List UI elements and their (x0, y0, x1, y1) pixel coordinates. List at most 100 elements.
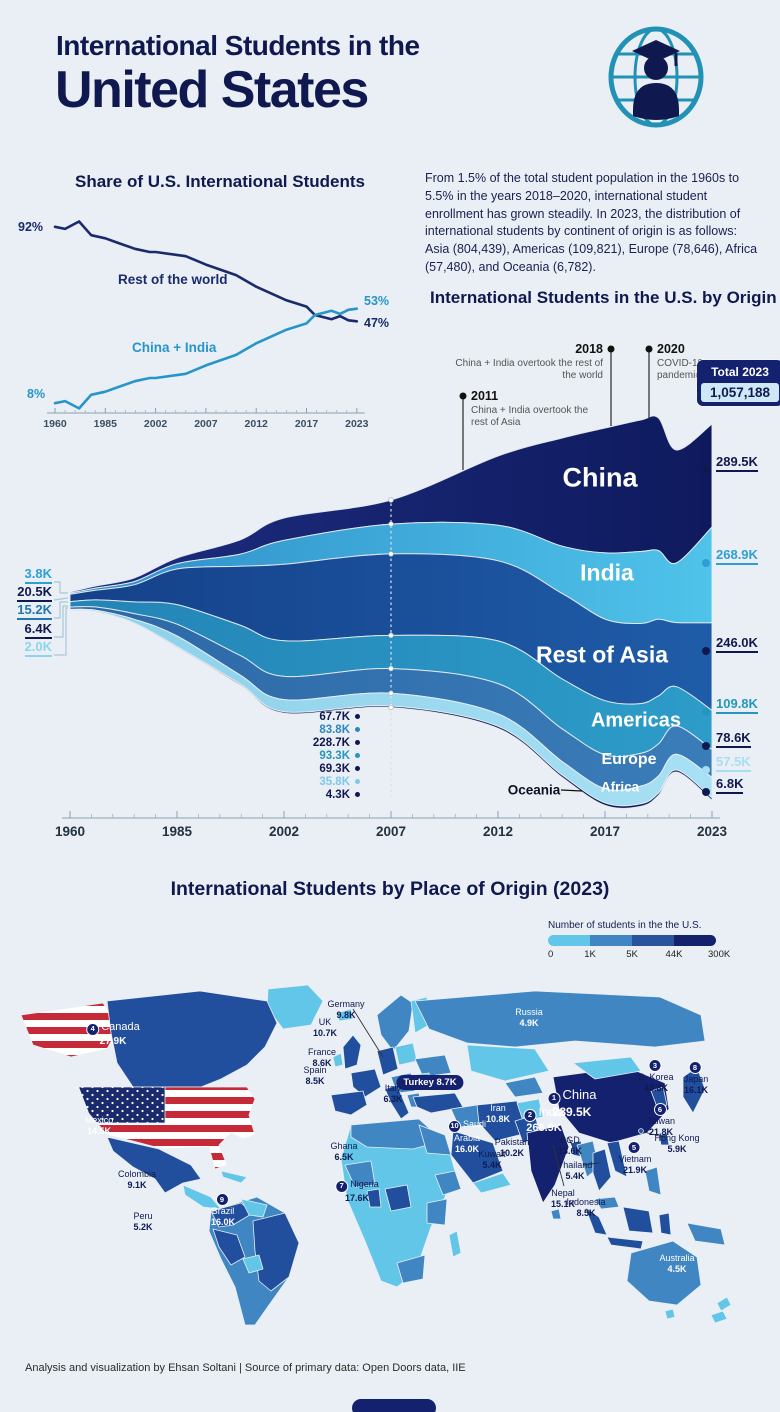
origin-1960-value: 20.5K (0, 584, 52, 602)
map-label-ghana: Ghana 6.5K (330, 1141, 358, 1162)
origin-2023-value: 246.0K (716, 635, 758, 653)
page-title-line1: International Students in the (56, 30, 420, 61)
axis-year-2017: 2017 (590, 824, 620, 839)
region-philippines (644, 1166, 662, 1196)
region-mongolia (572, 1056, 642, 1080)
annotation-2011: 2011 China + India overtook the rest of … (471, 389, 591, 430)
map-label-mexico: Mexico 14.5K (84, 1115, 114, 1136)
map-pointer-lines (352, 1008, 664, 1187)
map-label-brazil: 9 Brazil 16.0K (210, 1193, 236, 1227)
axis-year-2002: 2002 (144, 418, 168, 430)
region-ireland (332, 1052, 344, 1068)
legend-tick-0: 0 (548, 949, 554, 960)
total-badge-label: Total 2023 (711, 365, 769, 379)
rest-end-label: 47% (364, 316, 390, 330)
region-scandinavia (376, 994, 414, 1052)
brand-pill (352, 1399, 436, 1412)
rank-badge-3: 3 (648, 1059, 662, 1072)
world-map-svg (20, 985, 732, 1326)
region-new-zealand-north (716, 1296, 732, 1312)
region-nigeria (384, 1184, 412, 1212)
region-horn-of-africa (434, 1170, 462, 1196)
region-russia (414, 990, 706, 1048)
rank-badge-10: 10 (447, 1119, 461, 1133)
map-label-nigeria: 7 Nigeria 17.6K (335, 1179, 379, 1204)
region-west-africa (344, 1160, 376, 1188)
stream-label-china: China (562, 462, 638, 493)
footer-credit: Analysis and visualization by Ehsan Solt… (25, 1362, 466, 1374)
share-line-rest-of-the-world (53, 220, 359, 323)
region-turkey (412, 1092, 464, 1114)
share-chart-title: Share of U.S. International Students (75, 172, 365, 191)
region-malaysia (594, 1196, 620, 1210)
region-colombia (210, 1202, 254, 1228)
region-java (606, 1236, 644, 1250)
region-thailand (592, 1148, 612, 1192)
axis-year-2017: 2017 (295, 418, 319, 430)
page-title-line2: United States (55, 61, 369, 119)
rank-badge-1: 1 (547, 1091, 561, 1105)
axis-year-1960: 1960 (55, 824, 85, 839)
intro-text: From 1.5% of the total student populatio… (425, 171, 758, 274)
region-egypt (418, 1124, 452, 1156)
map-title: International Students by Place of Origi… (170, 878, 610, 900)
ci-end-label: 53% (364, 294, 390, 308)
rest-start-label: 92% (18, 220, 44, 234)
axis-year-2012: 2012 (245, 418, 269, 430)
map-label-uk: UK 10.7K (312, 1017, 338, 1038)
region-central-america (182, 1184, 222, 1210)
origin-2007-value: 67.7K (296, 711, 360, 723)
region-kazakhstan (466, 1044, 550, 1082)
region-hong-kong (638, 1128, 644, 1134)
origin-2007-value: 69.3K (296, 763, 360, 775)
origin-2007-value: 228.7K (296, 737, 360, 749)
map-label-colombia: Colombia 9.1K (117, 1169, 157, 1190)
rank-badge-2: 2 (523, 1108, 537, 1122)
stream-label-africa: Africa (600, 779, 640, 795)
rank-badge-9: 9 (215, 1193, 229, 1206)
region-germany (376, 1046, 399, 1076)
ci-start-label: 8% (27, 387, 46, 401)
map-legend: Number of students in the the U.S. 0 1K 5K… (548, 920, 730, 961)
legend-tick-1K: 1K (584, 949, 596, 960)
origin-2023-value: 289.5K (716, 454, 758, 472)
map-label-australia: Australia 4.5K (659, 1253, 695, 1274)
map-label-iran: Iran 10.8K (485, 1103, 511, 1124)
stream-label-europe: Europe (601, 751, 657, 768)
axis-year-1985: 1985 (94, 418, 118, 430)
region-india (526, 1124, 570, 1204)
region-iceland (336, 1008, 354, 1022)
annotation-2011-text: China + India overtook the rest of Asia (471, 404, 589, 429)
total-badge-value: 1,057,188 (701, 383, 779, 402)
map-label-taiwan: 6 Taiwan 21.8K (646, 1103, 676, 1137)
rank-badge-5: 5 (627, 1141, 641, 1154)
map-label-france: France 8.6K (307, 1047, 337, 1068)
legend-color-bar (548, 935, 716, 946)
rank-badge-4: 4 (86, 1022, 100, 1036)
region-sulawesi (658, 1212, 672, 1236)
region-sumatra (584, 1206, 608, 1236)
legend-tick-44K: 44K (665, 949, 683, 960)
region-peru (212, 1228, 246, 1266)
region-tasmania (664, 1308, 676, 1320)
axis-year-2023: 2023 (345, 418, 369, 430)
region-sri-lanka (550, 1208, 562, 1220)
map-country-labels: 1 China 289.5K 2 India 268.9K 3 S. Korea 43.8K 4 C… (15, 985, 765, 1333)
rank-badge-6: 6 (653, 1103, 667, 1116)
origin-2023-value: 6.8K (716, 776, 744, 794)
region-australia (626, 1240, 702, 1306)
origin-2007-value: 83.8K (296, 724, 360, 736)
map-label-vietnam: 5 Vietnam 21.9K (618, 1141, 652, 1175)
world-map: 1 China 289.5K 2 India 268.9K 3 S. Korea 43.8K 4 C… (15, 985, 765, 1333)
axis-year-2002: 2002 (269, 824, 299, 839)
region-uk (342, 1034, 362, 1070)
annotation-2018-year: 2018 (575, 342, 603, 356)
map-label-turkey: Turkey 8.7K (396, 1075, 464, 1091)
stream-chart: 1960 1985 2002 2007 2012 2017 2023 (53, 345, 728, 839)
stream-chart-title: International Students in the U.S. by Or… (430, 288, 777, 307)
share-chart: 1960 1985 2002 2007 2012 2017 2023 (43, 220, 369, 430)
legend-ticks: 0 1K 5K 44K 300K (548, 949, 730, 961)
region-yemen-oman (472, 1172, 512, 1194)
axis-year-2007: 2007 (376, 824, 406, 839)
